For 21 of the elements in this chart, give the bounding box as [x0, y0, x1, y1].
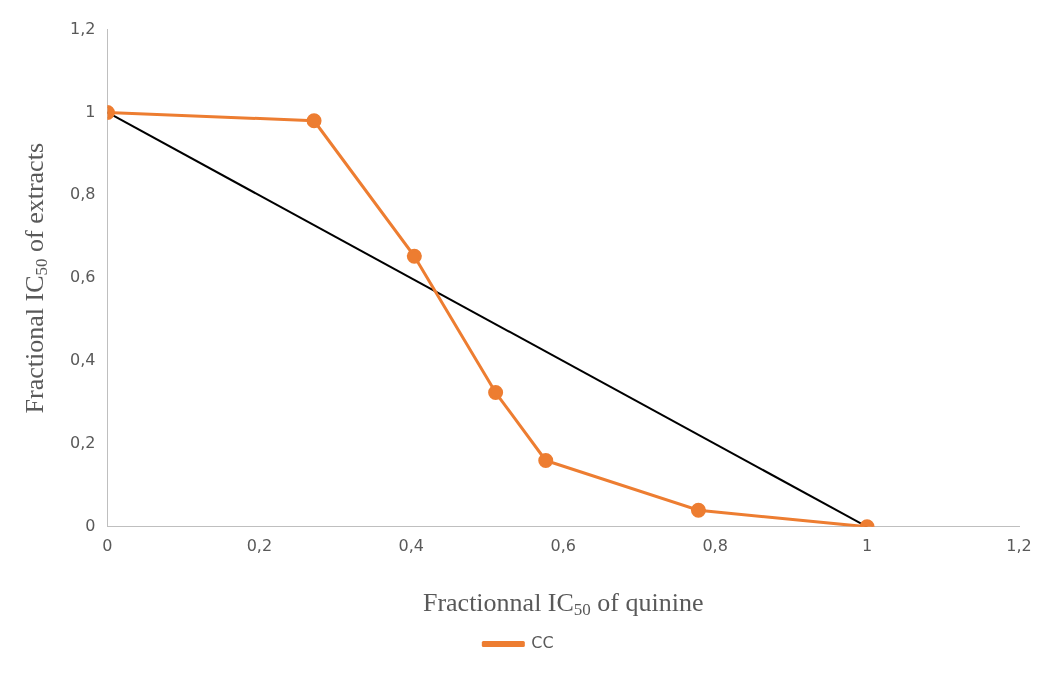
point — [690, 502, 706, 518]
x-tick-label: 0,4 — [398, 535, 425, 555]
x-tick-label: 0 — [102, 535, 113, 555]
y-tick-label: 0,4 — [69, 350, 96, 370]
x-tick-label: 0,2 — [246, 535, 273, 555]
y-axis-title: Fractional IC50 of extracts — [19, 142, 51, 414]
point — [306, 113, 322, 129]
point — [488, 385, 504, 401]
y-tick-label: 0 — [85, 515, 96, 535]
y-tick-label: 0,2 — [69, 433, 96, 453]
x-tick-label: 1,2 — [1006, 535, 1032, 555]
x-tick-label: 0,6 — [550, 535, 576, 555]
y-tick-label: 0,8 — [69, 184, 96, 204]
y-tick-label: 1,2 — [69, 18, 96, 38]
x-tick-label: 1 — [861, 535, 873, 555]
y-tick-label: 1 — [85, 101, 96, 121]
y-tick-label: 0,6 — [69, 267, 96, 287]
x-tick-label: 0,8 — [702, 535, 728, 555]
point — [406, 248, 422, 264]
point — [538, 453, 554, 469]
legend-label: CC — [531, 633, 554, 653]
